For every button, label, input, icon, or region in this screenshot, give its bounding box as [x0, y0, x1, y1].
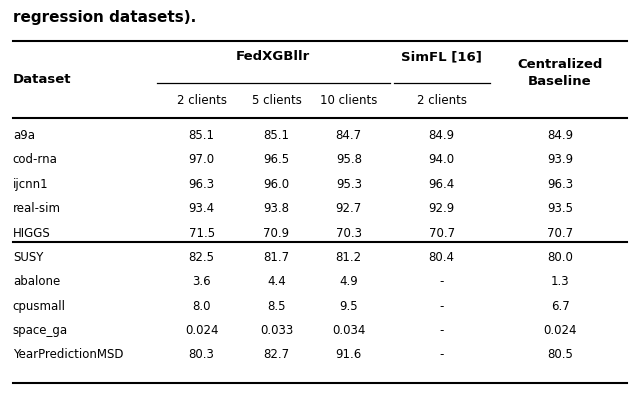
- Text: 0.024: 0.024: [185, 324, 218, 337]
- Text: 0.033: 0.033: [260, 324, 293, 337]
- Text: 80.0: 80.0: [547, 251, 573, 264]
- Text: Dataset: Dataset: [13, 73, 71, 86]
- Text: 84.7: 84.7: [336, 129, 362, 142]
- Text: 92.7: 92.7: [335, 202, 362, 215]
- Text: 4.4: 4.4: [267, 275, 286, 288]
- Text: 8.0: 8.0: [193, 299, 211, 313]
- Text: 93.5: 93.5: [547, 202, 573, 215]
- Text: 92.9: 92.9: [428, 202, 455, 215]
- Text: 84.9: 84.9: [429, 129, 454, 142]
- Text: 2 clients: 2 clients: [417, 94, 467, 107]
- Text: -: -: [440, 275, 444, 288]
- Text: 71.5: 71.5: [189, 226, 214, 240]
- Text: 70.9: 70.9: [264, 226, 289, 240]
- Text: 0.034: 0.034: [332, 324, 365, 337]
- Text: 96.3: 96.3: [189, 178, 214, 191]
- Text: YearPredictionMSD: YearPredictionMSD: [13, 348, 124, 362]
- Text: real-sim: real-sim: [13, 202, 61, 215]
- Text: space_ga: space_ga: [13, 324, 68, 337]
- Text: 9.5: 9.5: [339, 299, 358, 313]
- Text: 95.8: 95.8: [336, 153, 362, 167]
- Text: HIGGS: HIGGS: [13, 226, 51, 240]
- Text: abalone: abalone: [13, 275, 60, 288]
- Text: cpusmall: cpusmall: [13, 299, 66, 313]
- Text: 82.5: 82.5: [189, 251, 214, 264]
- Text: 94.0: 94.0: [429, 153, 454, 167]
- Text: 91.6: 91.6: [335, 348, 362, 362]
- Text: 81.2: 81.2: [336, 251, 362, 264]
- Text: SimFL [16]: SimFL [16]: [401, 50, 482, 64]
- Text: 85.1: 85.1: [264, 129, 289, 142]
- Text: cod-rna: cod-rna: [13, 153, 58, 167]
- Text: 85.1: 85.1: [189, 129, 214, 142]
- Text: 82.7: 82.7: [264, 348, 289, 362]
- Text: 1.3: 1.3: [550, 275, 570, 288]
- Text: FedXGBllr: FedXGBllr: [236, 50, 310, 64]
- Text: 6.7: 6.7: [550, 299, 570, 313]
- Text: 3.6: 3.6: [192, 275, 211, 288]
- Text: 93.8: 93.8: [264, 202, 289, 215]
- Text: 4.9: 4.9: [339, 275, 358, 288]
- Text: -: -: [440, 299, 444, 313]
- Text: a9a: a9a: [13, 129, 35, 142]
- Text: regression datasets).: regression datasets).: [13, 10, 196, 25]
- Text: 5 clients: 5 clients: [252, 94, 301, 107]
- Text: 93.4: 93.4: [189, 202, 214, 215]
- Text: 84.9: 84.9: [547, 129, 573, 142]
- Text: 0.024: 0.024: [543, 324, 577, 337]
- Text: Centralized
Baseline: Centralized Baseline: [517, 58, 603, 88]
- Text: 95.3: 95.3: [336, 178, 362, 191]
- Text: 97.0: 97.0: [189, 153, 214, 167]
- Text: 8.5: 8.5: [268, 299, 285, 313]
- Text: 2 clients: 2 clients: [177, 94, 227, 107]
- Text: 70.3: 70.3: [336, 226, 362, 240]
- Text: SUSY: SUSY: [13, 251, 43, 264]
- Text: 96.5: 96.5: [264, 153, 289, 167]
- Text: -: -: [440, 348, 444, 362]
- Text: 80.5: 80.5: [547, 348, 573, 362]
- Text: 96.0: 96.0: [264, 178, 289, 191]
- Text: 96.3: 96.3: [547, 178, 573, 191]
- Text: 93.9: 93.9: [547, 153, 573, 167]
- Text: 81.7: 81.7: [264, 251, 289, 264]
- Text: 80.4: 80.4: [429, 251, 454, 264]
- Text: 70.7: 70.7: [429, 226, 454, 240]
- Text: 70.7: 70.7: [547, 226, 573, 240]
- Text: 96.4: 96.4: [428, 178, 455, 191]
- Text: 10 clients: 10 clients: [320, 94, 378, 107]
- Text: -: -: [440, 324, 444, 337]
- Text: 80.3: 80.3: [189, 348, 214, 362]
- Text: ijcnn1: ijcnn1: [13, 178, 49, 191]
